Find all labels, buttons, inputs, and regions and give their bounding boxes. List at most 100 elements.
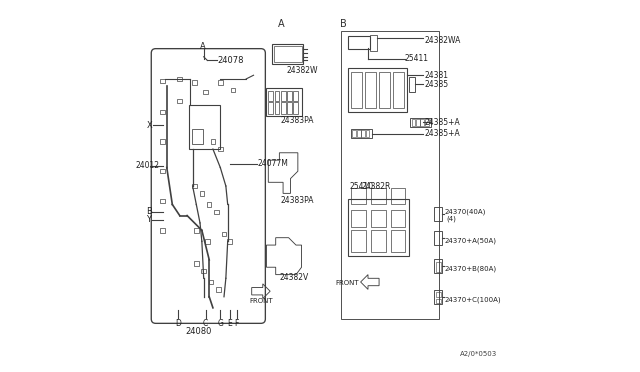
Bar	[266, 88, 301, 116]
Text: 25410: 25410	[349, 182, 374, 191]
Text: X: X	[147, 121, 152, 129]
Bar	[160, 199, 164, 203]
Text: 24382V: 24382V	[280, 273, 308, 282]
Bar	[205, 239, 210, 244]
Bar	[287, 102, 292, 114]
Bar	[390, 188, 405, 205]
Text: 24080: 24080	[186, 327, 212, 336]
Bar	[160, 140, 164, 144]
Bar	[268, 91, 273, 101]
Text: 24382WA: 24382WA	[424, 36, 461, 45]
Bar	[412, 119, 415, 126]
Bar	[194, 228, 198, 232]
Bar	[410, 118, 431, 127]
Text: FRONT: FRONT	[250, 298, 273, 304]
Text: 24370(40A): 24370(40A)	[444, 209, 486, 215]
Bar	[281, 102, 285, 114]
Bar	[348, 36, 370, 49]
Bar	[192, 80, 196, 85]
Bar	[207, 202, 211, 207]
Bar	[351, 71, 362, 109]
Bar	[287, 91, 292, 101]
Bar	[274, 46, 301, 62]
Text: F: F	[235, 319, 239, 328]
Bar	[272, 44, 303, 64]
Bar	[348, 68, 407, 112]
Text: B: B	[147, 207, 152, 217]
Bar	[211, 140, 215, 144]
Text: FRONT: FRONT	[335, 280, 359, 286]
Text: 24077M: 24077M	[258, 159, 289, 169]
Bar	[160, 78, 164, 83]
Bar	[390, 230, 405, 253]
Bar	[293, 91, 298, 101]
Bar	[436, 292, 441, 297]
Bar	[435, 207, 442, 221]
Bar	[435, 259, 442, 273]
Text: 24370+C(100A): 24370+C(100A)	[444, 296, 501, 303]
Bar	[218, 147, 223, 151]
Bar	[202, 269, 206, 273]
Bar	[365, 71, 376, 109]
Bar	[435, 231, 442, 245]
Bar	[160, 169, 164, 173]
Bar	[362, 130, 365, 137]
Bar	[379, 71, 390, 109]
Bar	[351, 230, 366, 253]
Text: 25411: 25411	[405, 54, 429, 63]
Bar	[390, 210, 405, 227]
Bar	[204, 90, 208, 94]
Bar	[351, 188, 366, 205]
Text: C: C	[203, 319, 208, 328]
Bar	[425, 119, 429, 126]
Bar	[348, 199, 408, 256]
Text: 24385+A: 24385+A	[424, 129, 460, 138]
Text: 24383PA: 24383PA	[281, 196, 314, 205]
Bar	[191, 129, 204, 144]
Bar	[370, 35, 377, 51]
Text: 24078: 24078	[218, 56, 244, 65]
Bar	[351, 129, 372, 138]
Text: 24383PA: 24383PA	[281, 116, 314, 125]
Text: E: E	[227, 319, 232, 328]
Text: 24381: 24381	[424, 71, 448, 80]
Bar	[408, 77, 415, 92]
Bar	[214, 210, 219, 214]
Text: 24370+B(80A): 24370+B(80A)	[444, 266, 497, 272]
Bar	[177, 99, 182, 103]
Bar	[160, 228, 164, 232]
Bar	[281, 91, 285, 101]
Text: 24370+A(50A): 24370+A(50A)	[444, 237, 497, 244]
Bar	[341, 31, 439, 319]
Text: Y: Y	[147, 215, 152, 224]
Text: B: B	[339, 19, 346, 29]
Bar	[275, 91, 280, 101]
Text: A2/0*0503: A2/0*0503	[460, 351, 497, 357]
Bar	[192, 184, 196, 188]
Bar	[357, 130, 360, 137]
Text: 24385+A: 24385+A	[424, 118, 460, 127]
Bar	[200, 191, 204, 196]
Text: 24382W: 24382W	[287, 66, 318, 75]
Text: 24382R: 24382R	[362, 182, 391, 191]
Bar	[420, 119, 424, 126]
Bar	[222, 232, 226, 236]
Bar	[393, 71, 404, 109]
Bar	[189, 105, 220, 149]
Bar	[218, 80, 223, 85]
Bar	[268, 102, 273, 114]
Text: A: A	[200, 42, 206, 51]
Bar	[216, 287, 221, 292]
Bar	[353, 130, 356, 137]
Bar	[435, 290, 442, 304]
Bar	[227, 239, 232, 244]
Bar	[177, 77, 182, 81]
Text: D: D	[175, 319, 180, 328]
Text: 24385: 24385	[424, 80, 448, 89]
Bar	[366, 130, 369, 137]
Bar	[275, 102, 280, 114]
Text: A: A	[278, 19, 285, 29]
Bar	[371, 230, 386, 253]
Bar	[371, 210, 386, 227]
Text: (4): (4)	[447, 216, 456, 222]
